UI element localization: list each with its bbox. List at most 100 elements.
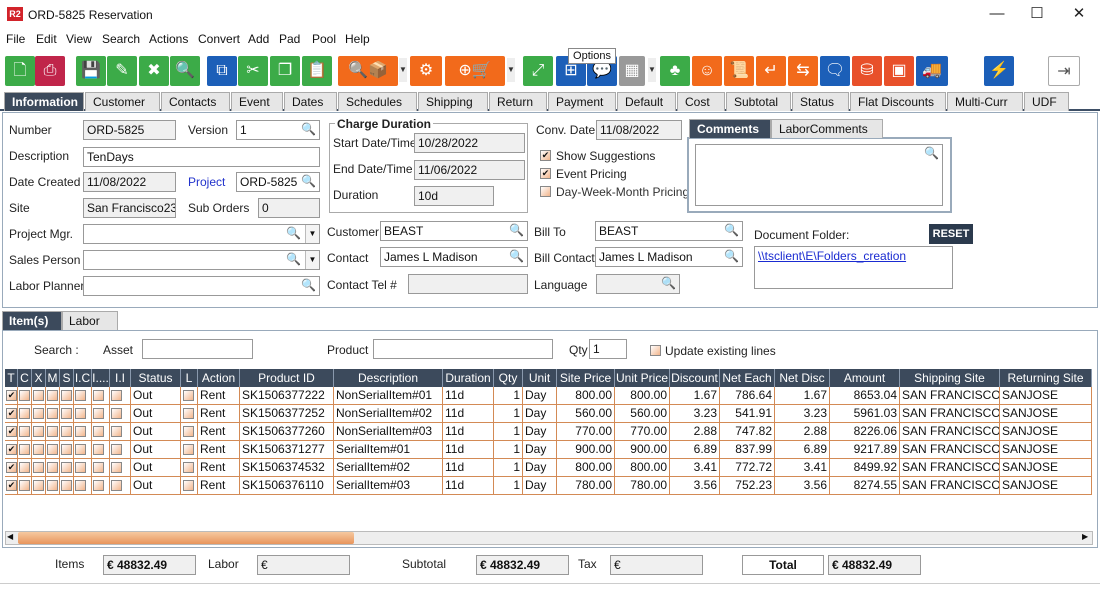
number-field[interactable]: ORD-5825 (83, 120, 176, 140)
column-header-qty[interactable]: Qty (494, 369, 523, 387)
cell-product-id[interactable]: SK1506377252 (240, 405, 334, 423)
cell-qty[interactable]: 1 (494, 405, 523, 423)
expand-icon[interactable]: ⤢ (523, 56, 553, 86)
menu-convert[interactable]: Convert (198, 32, 241, 46)
duration-field[interactable]: 10d (414, 186, 494, 206)
document-folder-link[interactable]: \\tsclient\E\Folders_creation (758, 249, 907, 263)
cell-site-price[interactable]: 900.00 (557, 441, 615, 459)
cell-unit[interactable]: Day (523, 459, 557, 477)
sub-orders-field[interactable]: 0 (258, 198, 320, 218)
cell-product-id[interactable]: SK1506376110 (240, 477, 334, 495)
row-checkbox[interactable] (61, 462, 72, 473)
conv-date-field[interactable]: 11/08/2022 (596, 120, 682, 140)
row-checkbox[interactable] (33, 480, 44, 491)
safe-icon[interactable]: ▣ (884, 56, 914, 86)
contact-field[interactable]: James L Madison 🔍 (380, 247, 528, 267)
update-existing-checkbox[interactable] (650, 345, 661, 356)
tab-schedules[interactable]: Schedules (338, 92, 417, 111)
cell-description[interactable]: SerialItem#03 (334, 477, 443, 495)
scroll-list-icon[interactable]: 📜 (724, 56, 754, 86)
row-checkbox[interactable] (47, 480, 58, 491)
labor-checkbox[interactable] (183, 462, 194, 473)
add-po-cart-icon[interactable]: ⊕🛒 (445, 56, 505, 86)
tab-udf[interactable]: UDF (1024, 92, 1069, 111)
labor-checkbox[interactable] (183, 390, 194, 401)
cell-shipping-site[interactable]: SAN FRANCISCO (900, 477, 1000, 495)
row-checkbox[interactable] (33, 408, 44, 419)
menu-file[interactable]: File (6, 32, 26, 46)
end-date-field[interactable]: 11/06/2022 (414, 160, 525, 180)
cell-returning-site[interactable]: SANJOSE (1000, 423, 1092, 441)
taken-checkbox[interactable]: ✔ (6, 444, 17, 455)
language-field[interactable]: 🔍 (596, 274, 680, 294)
row-checkbox[interactable] (47, 408, 58, 419)
row-checkbox[interactable] (61, 480, 72, 491)
tab-comments[interactable]: Comments (689, 119, 771, 138)
cell-amount[interactable]: 5961.03 (830, 405, 900, 423)
cell-shipping-site[interactable]: SAN FRANCISCO (900, 423, 1000, 441)
cell-description[interactable]: NonSerialItem#01 (334, 387, 443, 405)
menu-add[interactable]: Add (248, 32, 270, 46)
bill-contact-field[interactable]: James L Madison 🔍 (595, 247, 743, 267)
comments-textarea[interactable]: 🔍 (695, 144, 943, 206)
cell-amount[interactable]: 8653.04 (830, 387, 900, 405)
column-header-m[interactable]: M (46, 369, 60, 387)
taken-checkbox[interactable]: ✔ (6, 408, 17, 419)
row-checkbox[interactable] (75, 462, 86, 473)
cell-site-price[interactable]: 780.00 (557, 477, 615, 495)
row-checkbox[interactable] (93, 390, 104, 401)
row-checkbox[interactable] (93, 408, 104, 419)
lightning-icon[interactable]: ⚡ (984, 56, 1014, 86)
cell-net-each[interactable]: 541.91 (720, 405, 775, 423)
column-header-unit[interactable]: Unit (523, 369, 557, 387)
row-checkbox[interactable] (93, 462, 104, 473)
row-checkbox[interactable] (111, 444, 122, 455)
scrollbar-thumb[interactable] (18, 532, 354, 544)
description-field[interactable]: TenDays (83, 147, 320, 167)
cell-qty[interactable]: 1 (494, 477, 523, 495)
row-checkbox[interactable] (61, 390, 72, 401)
column-header-l[interactable]: L (181, 369, 198, 387)
dropdown-arrow-icon[interactable]: ▼ (399, 58, 407, 82)
scroll-right-icon[interactable]: ▶ (1082, 532, 1089, 541)
column-header-c[interactable]: C (18, 369, 32, 387)
customer-field[interactable]: BEAST 🔍 (380, 221, 528, 241)
cell-qty[interactable]: 1 (494, 423, 523, 441)
cell-amount[interactable]: 8274.55 (830, 477, 900, 495)
show-suggestions-checkbox[interactable]: ✔ (540, 150, 551, 161)
cell-description[interactable]: NonSerialItem#02 (334, 405, 443, 423)
cell-unit[interactable]: Day (523, 387, 557, 405)
row-checkbox[interactable] (19, 462, 30, 473)
cell-qty[interactable]: 1 (494, 459, 523, 477)
project-link[interactable]: Project (188, 175, 226, 189)
tab-labor[interactable]: Labor (62, 311, 118, 330)
cell-unit-price[interactable]: 800.00 (615, 387, 670, 405)
reset-button[interactable]: RESET (929, 224, 973, 244)
tab-shipping[interactable]: Shipping (418, 92, 488, 111)
cell-discount[interactable]: 3.56 (670, 477, 720, 495)
taken-checkbox[interactable]: ✔ (6, 390, 17, 401)
cell-site-price[interactable]: 560.00 (557, 405, 615, 423)
minimize-button[interactable]: — (989, 5, 1005, 22)
cell-status[interactable]: Out (131, 477, 181, 495)
cell-amount[interactable]: 8499.92 (830, 459, 900, 477)
cell-status[interactable]: Out (131, 459, 181, 477)
tab-contacts[interactable]: Contacts (161, 92, 230, 111)
asset-input[interactable] (142, 339, 253, 359)
event-pricing-checkbox[interactable]: ✔ (540, 168, 551, 179)
cell-duration[interactable]: 11d (443, 387, 494, 405)
cell-returning-site[interactable]: SANJOSE (1000, 441, 1092, 459)
cell-description[interactable]: SerialItem#02 (334, 459, 443, 477)
menu-pad[interactable]: Pad (279, 32, 301, 46)
cell-action[interactable]: Rent (198, 423, 240, 441)
labor-checkbox[interactable] (183, 444, 194, 455)
smiley-icon[interactable]: ☺ (692, 56, 722, 86)
components-icon[interactable]: ⚙ (410, 56, 442, 86)
cell-qty[interactable]: 1 (494, 387, 523, 405)
sales-person-select[interactable]: 🔍 ▼ (83, 250, 320, 270)
tab-status[interactable]: Status (792, 92, 849, 111)
search-icon[interactable]: 🔍 (286, 252, 301, 266)
cell-shipping-site[interactable]: SAN FRANCISCO (900, 459, 1000, 477)
product-input[interactable] (373, 339, 553, 359)
menu-actions[interactable]: Actions (149, 32, 189, 46)
